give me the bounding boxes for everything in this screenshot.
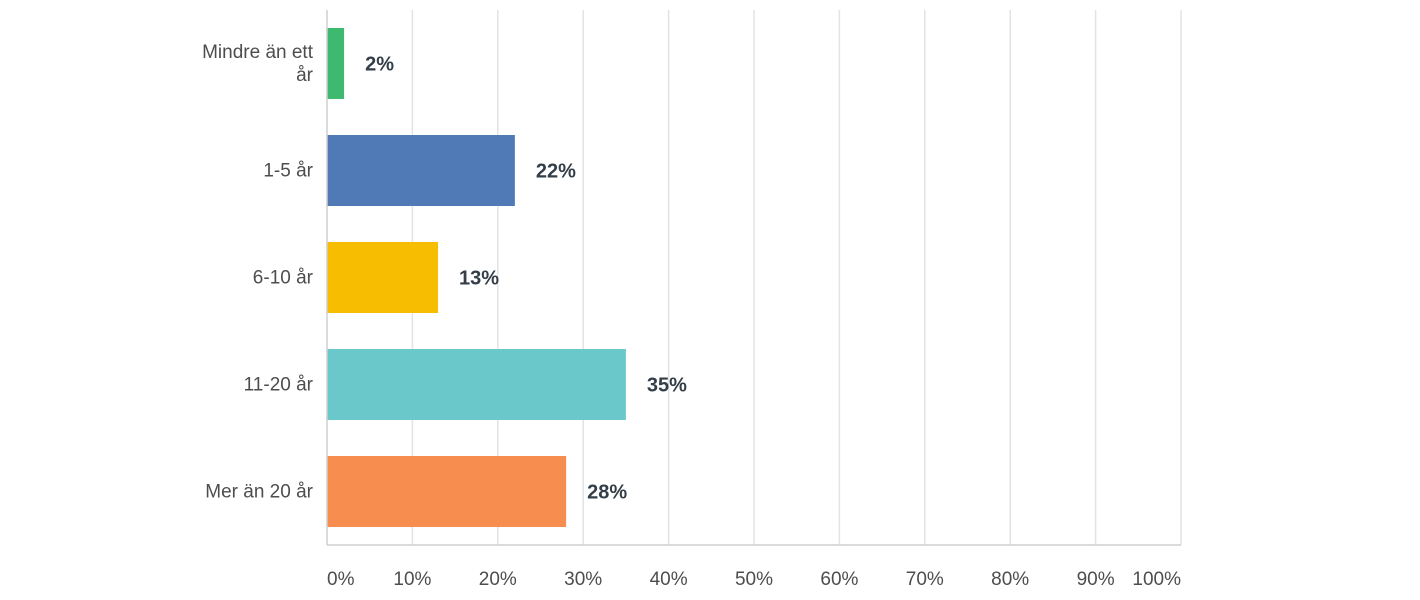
x-tick-label: 40% <box>650 569 688 590</box>
category-label: Mindre än ett år <box>202 42 314 86</box>
category-label-line: Mer än 20 år <box>205 482 313 503</box>
category-label-line: år <box>296 65 314 86</box>
x-tick-label: 90% <box>1077 569 1115 590</box>
category-label: 11-20 år <box>244 375 314 396</box>
x-tick-label: 20% <box>479 569 517 590</box>
x-tick-labels: 0% 10% 20% 30% 40% 50% 60% 70% 80% 90% 100% <box>327 569 1181 590</box>
bar <box>327 28 345 99</box>
x-tick-label: 60% <box>820 569 858 590</box>
x-tick-label: 100% <box>1132 569 1181 590</box>
data-labels: 2% 22% 13% 35% 28% <box>365 54 687 504</box>
x-tick-label: 30% <box>564 569 602 590</box>
data-label: 22% <box>536 161 576 183</box>
axes <box>326 10 1181 546</box>
category-labels: Mindre än ett år 1-5 år 6-10 år 11-20 år Mer … <box>202 42 314 503</box>
category-label: 1-5 år <box>263 161 313 182</box>
category-label: 6-10 år <box>253 268 314 289</box>
data-label: 2% <box>365 54 394 76</box>
bar <box>327 242 439 313</box>
bar <box>327 349 626 420</box>
category-label-line: 1-5 år <box>263 161 313 182</box>
x-tick-label: 0% <box>327 569 355 590</box>
x-tick-label: 80% <box>991 569 1029 590</box>
category-label-line: Mindre än ett <box>202 42 314 63</box>
category-label-line: 6-10 år <box>253 268 314 289</box>
data-label: 13% <box>459 268 499 290</box>
bars <box>327 28 626 527</box>
gridlines <box>411 10 1182 545</box>
bar <box>327 456 567 527</box>
category-label: Mer än 20 år <box>205 482 313 503</box>
category-label-line: 11-20 år <box>244 375 314 396</box>
x-tick-label: 50% <box>735 569 773 590</box>
x-tick-label: 10% <box>393 569 431 590</box>
bar <box>327 135 515 206</box>
x-tick-label: 70% <box>906 569 944 590</box>
data-label: 28% <box>587 482 627 504</box>
data-label: 35% <box>647 375 687 397</box>
